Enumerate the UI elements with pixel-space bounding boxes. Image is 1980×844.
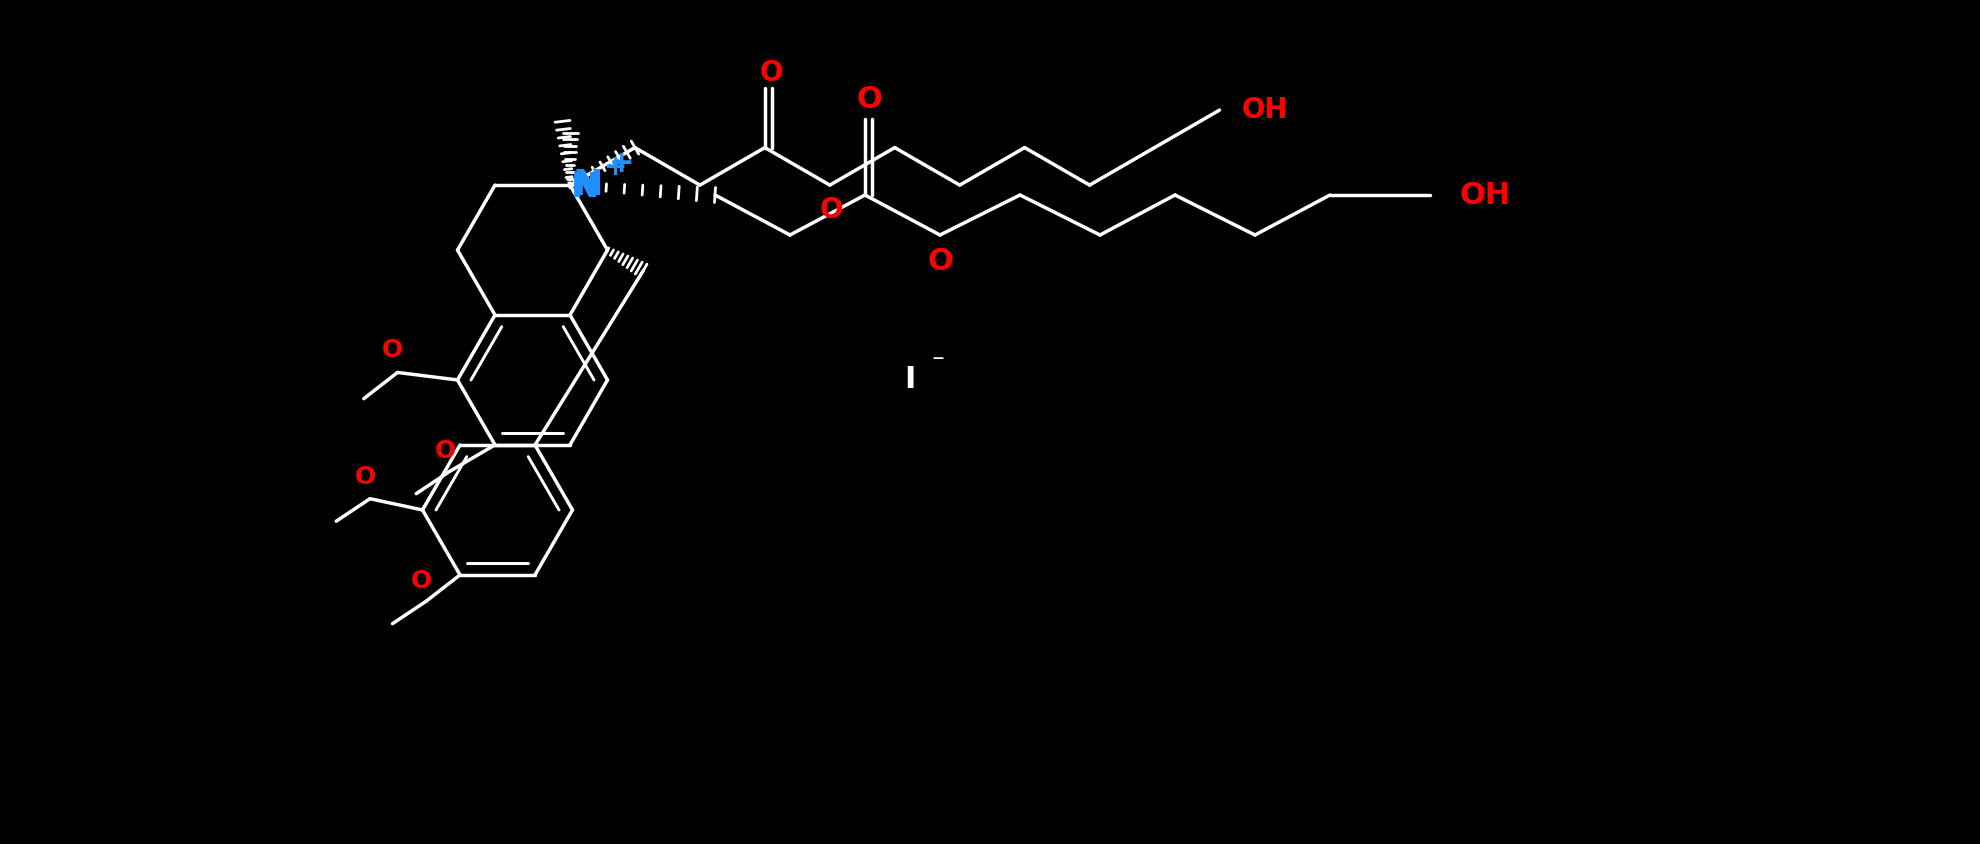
Text: O: O <box>382 338 404 362</box>
Text: O: O <box>410 569 432 593</box>
Text: O: O <box>855 84 881 113</box>
Text: O: O <box>760 58 784 87</box>
Text: O: O <box>820 196 843 225</box>
Text: OH: OH <box>1459 181 1511 209</box>
Text: +: + <box>610 149 636 177</box>
Text: OH: OH <box>1241 96 1287 124</box>
Text: O: O <box>927 247 952 277</box>
Text: O: O <box>354 465 376 489</box>
Text: N: N <box>570 170 600 203</box>
Text: I: I <box>905 365 915 393</box>
Text: ⁻: ⁻ <box>931 352 944 376</box>
Text: N: N <box>572 168 604 202</box>
Text: O: O <box>434 439 455 463</box>
Text: +: + <box>604 153 628 181</box>
